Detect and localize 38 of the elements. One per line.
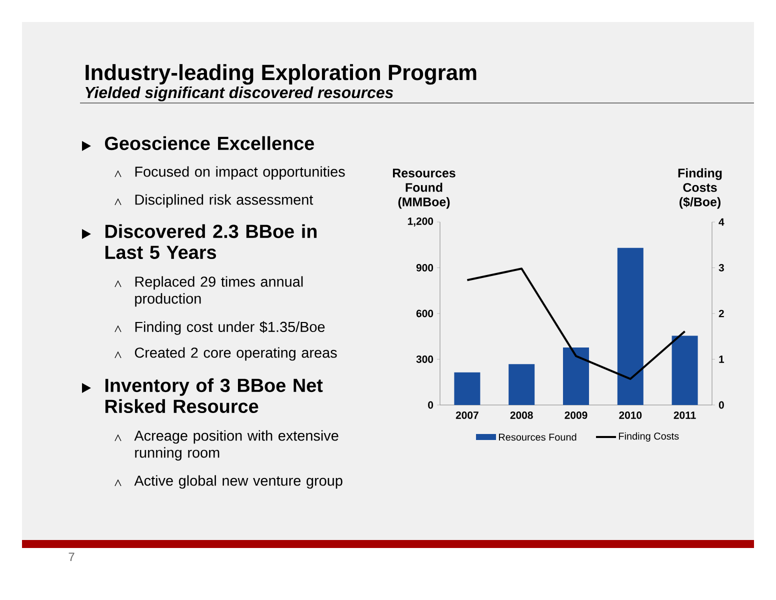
y2-tick-label: 2	[718, 310, 724, 318]
y2-axis-title: Finding Costs ($/Boe)	[678, 168, 722, 209]
text: 7	[68, 552, 74, 561]
text: Yielded significant discovered resources	[86, 86, 394, 102]
bar	[508, 364, 535, 405]
text: Active global new venture group	[134, 475, 342, 489]
text: Focused on impact opportunities	[135, 166, 345, 180]
x-tick-label: 2009	[564, 412, 588, 419]
bar	[617, 248, 644, 405]
bar	[672, 336, 698, 405]
y2-tick-label: 1	[719, 356, 724, 363]
text: Disciplined risk assessment	[135, 194, 314, 208]
text: Inventory of 3 BBoe Net Risked Resource	[105, 378, 323, 414]
legend-label: Resources Found	[499, 433, 576, 441]
bar	[454, 372, 480, 405]
text: Discovered 2.3 BBoe in Last 5 Years	[105, 224, 317, 260]
y-tick-label: 1,200	[408, 218, 434, 226]
y-tick-label: 900	[416, 264, 434, 272]
text: Created 2 core operating areas	[134, 347, 337, 361]
y2-tick-label: 3	[718, 264, 724, 272]
y2-tick-label: 4	[718, 218, 724, 226]
y-tick-label: 600	[416, 310, 434, 318]
x-tick-label: 2010	[619, 412, 642, 419]
text: Geoscience Excellence	[104, 136, 314, 150]
chart-title: Industry-leading Exploration Program	[86, 64, 476, 85]
y-tick-label: 0	[428, 401, 434, 409]
x-tick-label: 2011	[674, 412, 696, 419]
bar	[563, 348, 590, 405]
line-series	[466, 268, 686, 380]
y-tick-label: 300	[416, 356, 434, 363]
text: Replaced 29 times annual production	[135, 276, 303, 307]
legend-label: Finding Costs	[619, 432, 679, 442]
text: Acreage position with extensive running room	[134, 430, 338, 461]
text: Finding cost under $1.35/Boe	[135, 321, 325, 335]
y2-tick-label: 0	[718, 401, 724, 409]
x-tick-label: 2007	[456, 412, 478, 419]
x-tick-label: 2008	[510, 412, 533, 419]
y-axis-title: Resources Found (MMBoe)	[392, 168, 456, 209]
